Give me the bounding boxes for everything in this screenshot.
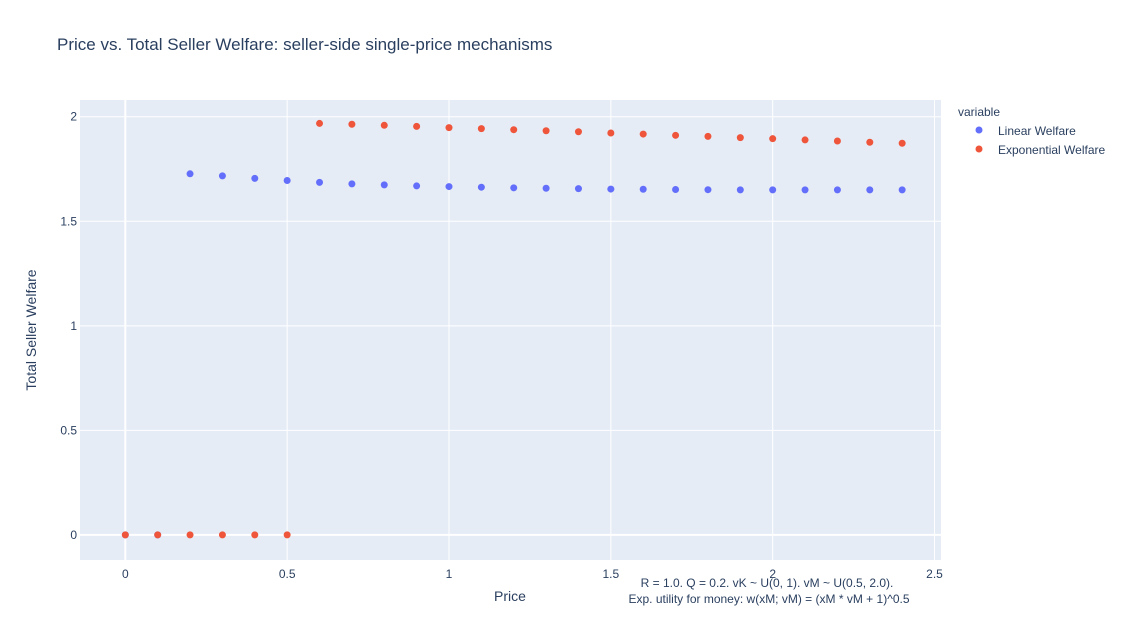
point-exponential-welfare[interactable] bbox=[801, 136, 809, 144]
chart-title: Price vs. Total Seller Welfare: seller-s… bbox=[57, 35, 552, 54]
point-linear-welfare[interactable] bbox=[348, 180, 356, 188]
point-linear-welfare[interactable] bbox=[898, 186, 906, 194]
plot-area bbox=[80, 100, 941, 560]
point-exponential-welfare[interactable] bbox=[607, 129, 615, 137]
point-exponential-welfare[interactable] bbox=[348, 120, 356, 128]
annotation: R = 1.0. Q = 0.2. vK ~ U(0, 1). vM ~ U(0… bbox=[628, 576, 909, 606]
point-linear-welfare[interactable] bbox=[639, 185, 647, 193]
point-exponential-welfare[interactable] bbox=[672, 131, 680, 139]
legend-label-linear-welfare: Linear Welfare bbox=[998, 124, 1076, 138]
data-points bbox=[121, 119, 906, 539]
y-tick-label: 2 bbox=[70, 110, 77, 124]
point-exponential-welfare[interactable] bbox=[218, 531, 226, 539]
point-linear-welfare[interactable] bbox=[574, 185, 582, 193]
point-exponential-welfare[interactable] bbox=[380, 121, 388, 129]
legend-marker-linear-welfare bbox=[975, 126, 983, 134]
point-linear-welfare[interactable] bbox=[316, 178, 324, 186]
x-tick-label: 1 bbox=[446, 567, 453, 581]
point-linear-welfare[interactable] bbox=[542, 184, 550, 192]
point-linear-welfare[interactable] bbox=[283, 177, 291, 184]
point-linear-welfare[interactable] bbox=[607, 185, 615, 193]
legend: variable Linear Welfare Exponential Welf… bbox=[958, 105, 1106, 157]
legend-label-exponential-welfare: Exponential Welfare bbox=[998, 143, 1106, 157]
annotation-line-2: Exp. utility for money: w(xM; vM) = (xM … bbox=[628, 592, 909, 606]
x-tick-label: 1.5 bbox=[602, 567, 619, 581]
point-linear-welfare[interactable] bbox=[672, 185, 680, 193]
point-linear-welfare[interactable] bbox=[833, 186, 841, 194]
point-exponential-welfare[interactable] bbox=[477, 125, 485, 133]
legend-item-linear-welfare[interactable]: Linear Welfare bbox=[975, 124, 1077, 138]
point-exponential-welfare[interactable] bbox=[833, 137, 841, 145]
point-linear-welfare[interactable] bbox=[413, 182, 421, 190]
x-tick-label: 0.5 bbox=[279, 567, 296, 581]
y-tick-label: 0.5 bbox=[60, 423, 77, 437]
y-tick-label: 1.5 bbox=[60, 214, 77, 228]
legend-item-exponential-welfare[interactable]: Exponential Welfare bbox=[975, 143, 1106, 157]
point-exponential-welfare[interactable] bbox=[510, 126, 518, 134]
point-exponential-welfare[interactable] bbox=[413, 122, 421, 130]
point-linear-welfare[interactable] bbox=[186, 170, 194, 178]
x-axis-title: Price bbox=[494, 588, 526, 604]
point-exponential-welfare[interactable] bbox=[316, 119, 324, 127]
point-exponential-welfare[interactable] bbox=[736, 134, 744, 142]
x-tick-label: 0 bbox=[122, 567, 129, 581]
point-exponential-welfare[interactable] bbox=[704, 132, 712, 140]
point-exponential-welfare[interactable] bbox=[898, 139, 906, 147]
legend-marker-exponential-welfare bbox=[975, 145, 983, 153]
point-exponential-welfare[interactable] bbox=[866, 138, 874, 146]
point-linear-welfare[interactable] bbox=[736, 186, 744, 194]
point-linear-welfare[interactable] bbox=[380, 181, 388, 189]
point-exponential-welfare[interactable] bbox=[445, 124, 453, 132]
point-exponential-welfare[interactable] bbox=[154, 531, 162, 539]
point-exponential-welfare[interactable] bbox=[542, 127, 550, 135]
point-linear-welfare[interactable] bbox=[218, 172, 226, 180]
point-linear-welfare[interactable] bbox=[769, 186, 777, 194]
y-tick-label: 0 bbox=[70, 528, 77, 542]
x-tick-label: 2 bbox=[769, 567, 776, 581]
point-linear-welfare[interactable] bbox=[866, 186, 874, 194]
y-axis-title: Total Seller Welfare bbox=[23, 269, 39, 390]
point-linear-welfare[interactable] bbox=[801, 186, 809, 194]
point-exponential-welfare[interactable] bbox=[574, 128, 582, 136]
point-exponential-welfare[interactable] bbox=[186, 531, 194, 539]
point-linear-welfare[interactable] bbox=[510, 184, 518, 192]
point-exponential-welfare[interactable] bbox=[283, 531, 291, 539]
point-linear-welfare[interactable] bbox=[445, 183, 453, 191]
legend-title: variable bbox=[958, 105, 1000, 119]
point-exponential-welfare[interactable] bbox=[251, 531, 259, 539]
point-exponential-welfare[interactable] bbox=[121, 531, 129, 539]
point-linear-welfare[interactable] bbox=[251, 174, 259, 182]
x-tick-label: 2.5 bbox=[926, 567, 943, 581]
annotation-line-1: R = 1.0. Q = 0.2. vK ~ U(0, 1). vM ~ U(0… bbox=[641, 576, 894, 590]
point-linear-welfare[interactable] bbox=[704, 186, 712, 194]
point-exponential-welfare[interactable] bbox=[769, 135, 777, 143]
point-exponential-welfare[interactable] bbox=[639, 130, 647, 138]
tick-labels: 0 0.5 1 1.5 2 2.5 0 0.5 1 1.5 2 bbox=[60, 110, 943, 581]
point-linear-welfare[interactable] bbox=[477, 183, 485, 191]
y-tick-label: 1 bbox=[70, 319, 77, 333]
